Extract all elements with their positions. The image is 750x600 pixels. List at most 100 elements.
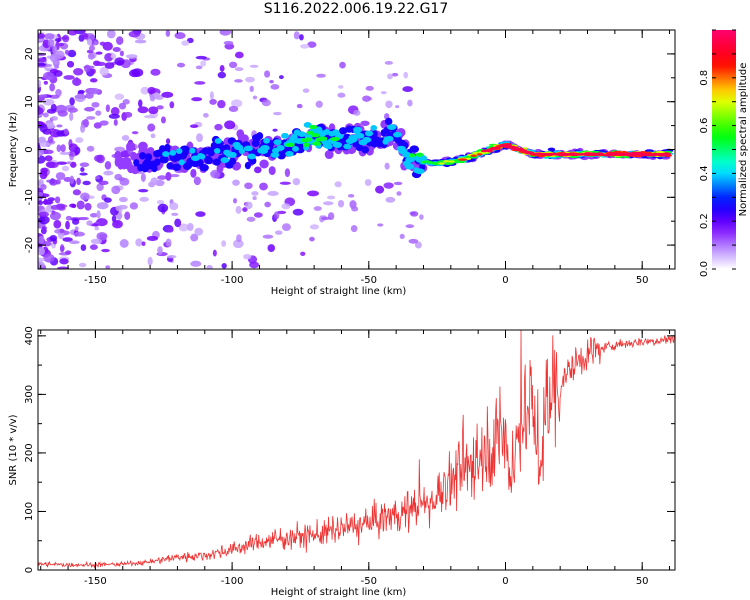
noise-speckle	[118, 177, 126, 182]
noise-speckle	[74, 150, 79, 156]
noise-speckle	[337, 85, 344, 89]
noise-speckle	[276, 210, 287, 215]
x-axis-label: Height of straight line (km)	[271, 286, 407, 297]
noise-speckle	[249, 64, 259, 68]
noise-speckle	[267, 190, 279, 196]
noise-speckle	[350, 225, 358, 233]
noise-speckle	[77, 216, 89, 221]
noise-speckle	[116, 36, 124, 45]
noise-speckle	[61, 165, 70, 172]
noise-speckle	[235, 205, 242, 214]
noise-speckle	[384, 162, 390, 170]
noise-speckle	[59, 228, 65, 234]
noise-speckle	[47, 135, 54, 144]
noise-speckle	[119, 239, 129, 248]
noise-speckle	[140, 173, 146, 182]
noise-speckle	[70, 161, 77, 168]
noise-speckle	[44, 155, 53, 162]
ridge-blob	[220, 157, 230, 163]
y-tick-label: 300	[24, 385, 35, 404]
noise-speckle	[267, 244, 276, 253]
noise-speckle	[69, 240, 80, 245]
ridge-blob	[285, 150, 294, 157]
noise-speckle	[221, 240, 227, 247]
ridge-blob	[251, 139, 260, 147]
noise-speckle	[334, 181, 342, 188]
noise-speckle	[244, 201, 253, 210]
noise-speckle	[56, 124, 63, 128]
noise-speckle	[85, 92, 94, 99]
noise-speckle	[147, 86, 156, 95]
noise-speckle	[38, 121, 44, 125]
noise-speckle	[209, 91, 214, 100]
noise-speckle	[139, 196, 149, 202]
noise-speckle	[337, 92, 346, 98]
ridge-blob	[311, 133, 320, 138]
noise-speckle	[245, 76, 255, 83]
noise-speckle	[146, 235, 159, 241]
ridge-blob	[166, 162, 174, 170]
ridge-blob	[325, 143, 333, 150]
snr-layer	[38, 330, 675, 569]
noise-speckle	[38, 33, 46, 39]
noise-speckle	[377, 223, 384, 227]
colorbar-tick-label: 0.6	[699, 118, 710, 134]
noise-speckle	[191, 97, 203, 102]
ridge-blob	[162, 151, 170, 157]
ridge-blob	[480, 149, 488, 153]
noise-speckle	[55, 38, 62, 42]
noise-speckle	[59, 258, 69, 265]
noise-speckle	[89, 212, 98, 218]
noise-speckle	[79, 172, 88, 176]
noise-speckle	[38, 62, 47, 66]
noise-speckle	[399, 233, 405, 239]
plot-frame	[37, 329, 676, 571]
noise-speckle	[292, 208, 304, 216]
noise-speckle	[214, 123, 223, 131]
colorbar-tick-label: 0.2	[699, 213, 710, 229]
ridge-blob	[371, 130, 378, 138]
noise-speckle	[165, 238, 172, 247]
noise-speckle	[50, 116, 58, 121]
noise-speckle	[223, 40, 234, 46]
noise-speckle	[410, 211, 419, 217]
noise-speckle	[121, 135, 130, 141]
ridge-blob	[244, 161, 251, 170]
noise-speckle	[73, 231, 85, 237]
noise-speckle	[68, 143, 78, 152]
ridge-blob	[164, 143, 171, 152]
noise-speckle	[129, 202, 139, 210]
noise-speckle	[261, 99, 271, 107]
noise-speckle	[84, 64, 91, 73]
noise-speckle	[231, 99, 243, 108]
x-tick-label: -50	[361, 576, 377, 587]
noise-speckle	[76, 200, 85, 210]
y-axis-label: SNR (10 * v/v)	[8, 414, 19, 485]
noise-speckle	[149, 94, 156, 102]
noise-speckle	[190, 233, 199, 242]
noise-speckle	[264, 201, 271, 208]
noise-speckle	[69, 203, 77, 208]
ridge-blob	[213, 147, 221, 154]
x-tick-label: -150	[84, 275, 107, 286]
ridge-blob	[362, 136, 372, 143]
y-tick-label: -10	[24, 189, 35, 205]
noise-speckle	[91, 68, 96, 75]
noise-speckle	[296, 103, 303, 109]
noise-speckle	[246, 216, 256, 222]
noise-speckle	[141, 241, 146, 246]
y-tick-label: -20	[24, 237, 35, 253]
noise-speckle	[55, 161, 68, 165]
noise-speckle	[62, 237, 73, 242]
noise-speckle	[42, 71, 55, 81]
noise-speckle	[155, 94, 164, 101]
noise-speckle	[41, 226, 47, 230]
ridge-blob	[476, 153, 483, 156]
noise-speckle	[196, 133, 203, 143]
noise-speckle	[43, 198, 48, 206]
noise-speckle	[65, 220, 70, 230]
noise-speckle	[77, 89, 85, 94]
noise-speckle	[60, 144, 66, 153]
noise-speckle	[108, 113, 120, 119]
noise-speckle	[38, 155, 46, 164]
